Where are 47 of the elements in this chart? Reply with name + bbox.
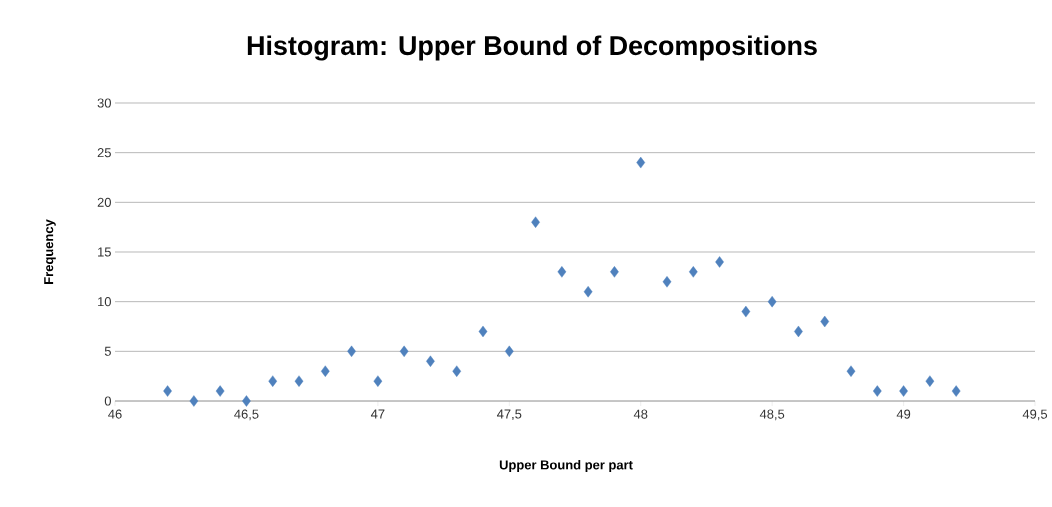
point [399,345,409,358]
point [189,395,199,407]
point [741,305,751,318]
x-tick-label: 48,5 [759,409,785,421]
point [767,295,777,308]
y-tick-label: 30 [97,98,111,108]
x-tick-label: 48 [633,409,648,419]
point [478,325,488,338]
point [426,355,435,367]
point [163,385,172,397]
x-tick-label: 49 [896,409,911,419]
point [688,266,698,278]
point [557,266,567,278]
y-tick-label: 25 [97,148,111,158]
point [820,315,830,328]
point [583,286,593,298]
point [951,385,961,397]
y-axis-title: Frequency [44,219,56,284]
y-tick-label: 15 [98,247,111,257]
point [531,216,540,228]
point [872,385,882,397]
y-tick-label: 20 [97,197,111,207]
chart-title: Histogram: Upper Bound of Decompositions [247,35,817,61]
point [662,276,672,288]
point [373,375,383,387]
x-tick-label: 49,5 [1022,409,1048,421]
y-tick-label: 5 [104,346,111,356]
x-tick-label: 47 [370,409,385,419]
x-tick-label: 46,5 [234,409,259,421]
x-tick-label: 46 [108,409,122,419]
point [452,365,462,377]
point [215,385,225,397]
point [268,375,278,387]
point [320,365,330,377]
point [242,395,251,407]
point [899,385,908,397]
point [925,375,935,387]
point [610,266,619,278]
point [636,156,646,169]
point [504,345,514,358]
point [715,256,724,268]
y-tick-label: 0 [104,396,111,406]
point [846,365,856,377]
y-tick-label: 10 [98,297,111,307]
x-axis-title: Upper Bound per part [499,459,633,473]
x-tick-label: 47,5 [496,409,522,421]
point [294,375,304,387]
